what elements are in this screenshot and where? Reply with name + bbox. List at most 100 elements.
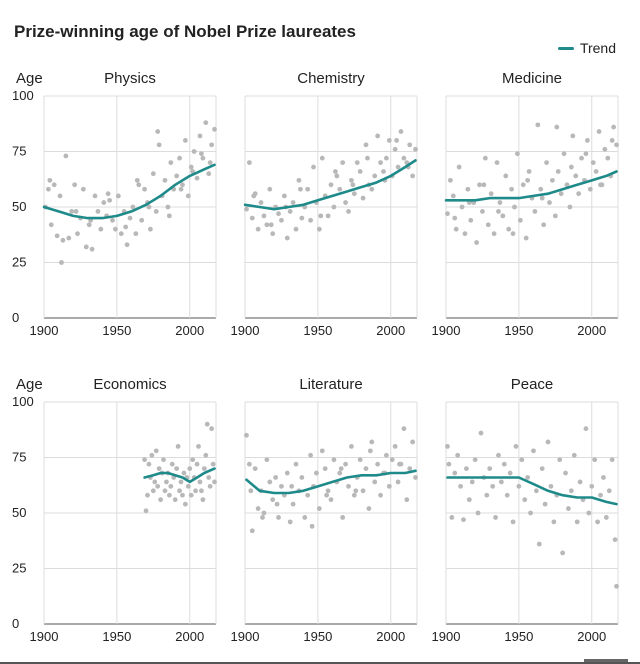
panel-title: Physics — [104, 70, 156, 87]
data-point — [162, 177, 168, 183]
data-point — [155, 483, 161, 489]
data-point — [507, 470, 513, 476]
data-point — [161, 457, 166, 463]
data-point — [325, 213, 331, 219]
data-point — [181, 470, 187, 476]
data-point — [207, 483, 213, 489]
data-point — [369, 186, 375, 192]
data-point — [566, 506, 571, 511]
data-point — [504, 492, 510, 498]
data-point — [563, 470, 568, 476]
data-point — [212, 479, 217, 485]
data-point — [456, 164, 462, 170]
data-point — [318, 213, 324, 219]
y-tick-label: 75 — [12, 450, 26, 465]
data-point — [248, 488, 254, 494]
data-point — [510, 231, 516, 237]
panel-medicine: 1900 1950 2000 Medicine — [432, 70, 619, 338]
panel-title: Medicine — [502, 70, 562, 87]
data-point — [95, 209, 101, 214]
data-point — [166, 213, 172, 219]
data-point — [246, 461, 252, 467]
data-point — [249, 215, 255, 221]
data-point — [308, 452, 313, 458]
data-point — [497, 200, 503, 205]
data-point — [156, 142, 162, 148]
data-point — [206, 475, 212, 480]
y-axis-label: Age — [16, 376, 43, 393]
data-point — [360, 488, 366, 494]
data-point — [466, 497, 472, 503]
data-point — [494, 160, 500, 166]
data-point — [86, 222, 92, 228]
data-point — [174, 173, 180, 179]
data-point — [59, 260, 64, 265]
data-point — [305, 186, 311, 192]
data-point — [113, 226, 118, 232]
data-point — [316, 226, 322, 232]
data-point — [535, 122, 541, 128]
data-point — [395, 164, 401, 170]
data-point — [498, 479, 504, 485]
data-point — [299, 475, 305, 480]
data-point — [365, 155, 370, 161]
data-point — [407, 466, 413, 471]
data-point — [178, 186, 184, 192]
data-point — [207, 160, 213, 166]
data-point — [538, 186, 544, 192]
data-point — [445, 444, 450, 449]
data-point — [281, 193, 287, 199]
data-point — [410, 439, 416, 445]
data-point — [503, 173, 509, 179]
data-point — [592, 457, 598, 463]
data-point — [586, 510, 592, 516]
data-point — [519, 457, 525, 463]
data-point — [545, 439, 551, 445]
data-point — [552, 213, 558, 219]
data-point — [203, 120, 209, 126]
data-point — [353, 488, 359, 494]
data-point — [547, 200, 552, 205]
data-point — [351, 191, 357, 197]
data-point — [372, 173, 378, 179]
data-point — [60, 237, 66, 243]
data-point — [244, 432, 249, 438]
data-point — [484, 492, 490, 498]
data-point — [174, 466, 180, 471]
data-point — [63, 153, 69, 159]
data-point — [386, 138, 392, 143]
data-point — [258, 200, 264, 205]
data-point — [261, 213, 267, 219]
panel-title: Economics — [93, 376, 166, 393]
data-point — [520, 182, 526, 188]
data-point — [187, 466, 193, 471]
data-point — [270, 231, 276, 237]
data-point — [601, 475, 606, 480]
data-point — [270, 497, 276, 503]
x-tick-label: 1900 — [30, 323, 59, 338]
data-point — [255, 506, 261, 511]
data-point — [127, 215, 133, 221]
data-point — [589, 483, 595, 489]
data-point — [169, 461, 175, 467]
x-tick-label: 1950 — [303, 629, 332, 644]
data-point — [89, 246, 95, 252]
data-point — [107, 197, 112, 203]
data-point — [493, 515, 498, 520]
panel-title: Peace — [511, 376, 554, 393]
data-point — [458, 483, 463, 489]
data-point — [48, 222, 54, 228]
data-point — [337, 470, 343, 476]
data-point — [268, 222, 274, 228]
y-tick-label: 0 — [12, 310, 19, 325]
data-point — [322, 466, 328, 471]
data-point — [66, 235, 72, 241]
data-point — [496, 209, 501, 214]
data-point — [150, 488, 156, 494]
data-point — [465, 186, 471, 192]
data-point — [51, 182, 57, 188]
data-point — [204, 421, 210, 427]
data-point — [532, 209, 538, 214]
data-point — [544, 160, 549, 166]
data-point — [506, 226, 512, 232]
